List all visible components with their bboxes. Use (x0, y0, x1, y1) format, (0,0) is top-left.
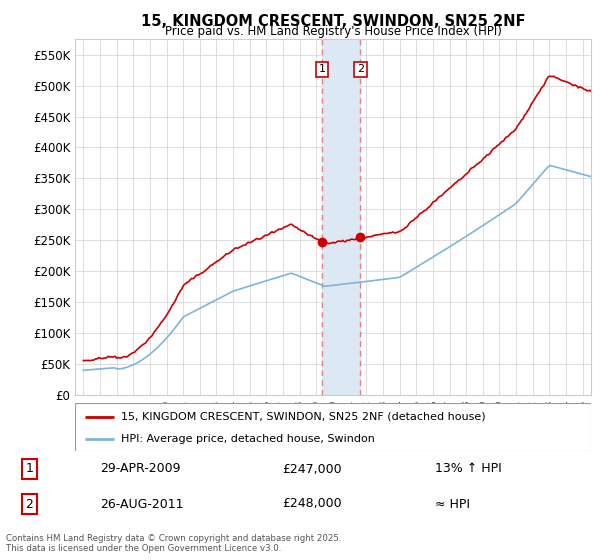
Text: 29-APR-2009: 29-APR-2009 (100, 463, 181, 475)
Text: Contains HM Land Registry data © Crown copyright and database right 2025.
This d: Contains HM Land Registry data © Crown c… (6, 534, 341, 553)
Text: ≈ HPI: ≈ HPI (435, 497, 470, 511)
Text: 15, KINGDOM CRESCENT, SWINDON, SN25 2NF (detached house): 15, KINGDOM CRESCENT, SWINDON, SN25 2NF … (121, 412, 486, 422)
Text: 15, KINGDOM CRESCENT, SWINDON, SN25 2NF: 15, KINGDOM CRESCENT, SWINDON, SN25 2NF (141, 14, 525, 29)
Text: £248,000: £248,000 (283, 497, 342, 511)
Text: 26-AUG-2011: 26-AUG-2011 (100, 497, 184, 511)
Bar (322, 39, 361, 395)
Text: Price paid vs. HM Land Registry's House Price Index (HPI): Price paid vs. HM Land Registry's House … (164, 25, 502, 38)
Text: 2: 2 (26, 497, 34, 511)
Text: 1: 1 (26, 463, 34, 475)
Text: 13% ↑ HPI: 13% ↑ HPI (435, 463, 502, 475)
Text: 2: 2 (357, 64, 364, 74)
Text: £247,000: £247,000 (283, 463, 342, 475)
Text: 1: 1 (319, 64, 325, 74)
Text: HPI: Average price, detached house, Swindon: HPI: Average price, detached house, Swin… (121, 434, 376, 444)
